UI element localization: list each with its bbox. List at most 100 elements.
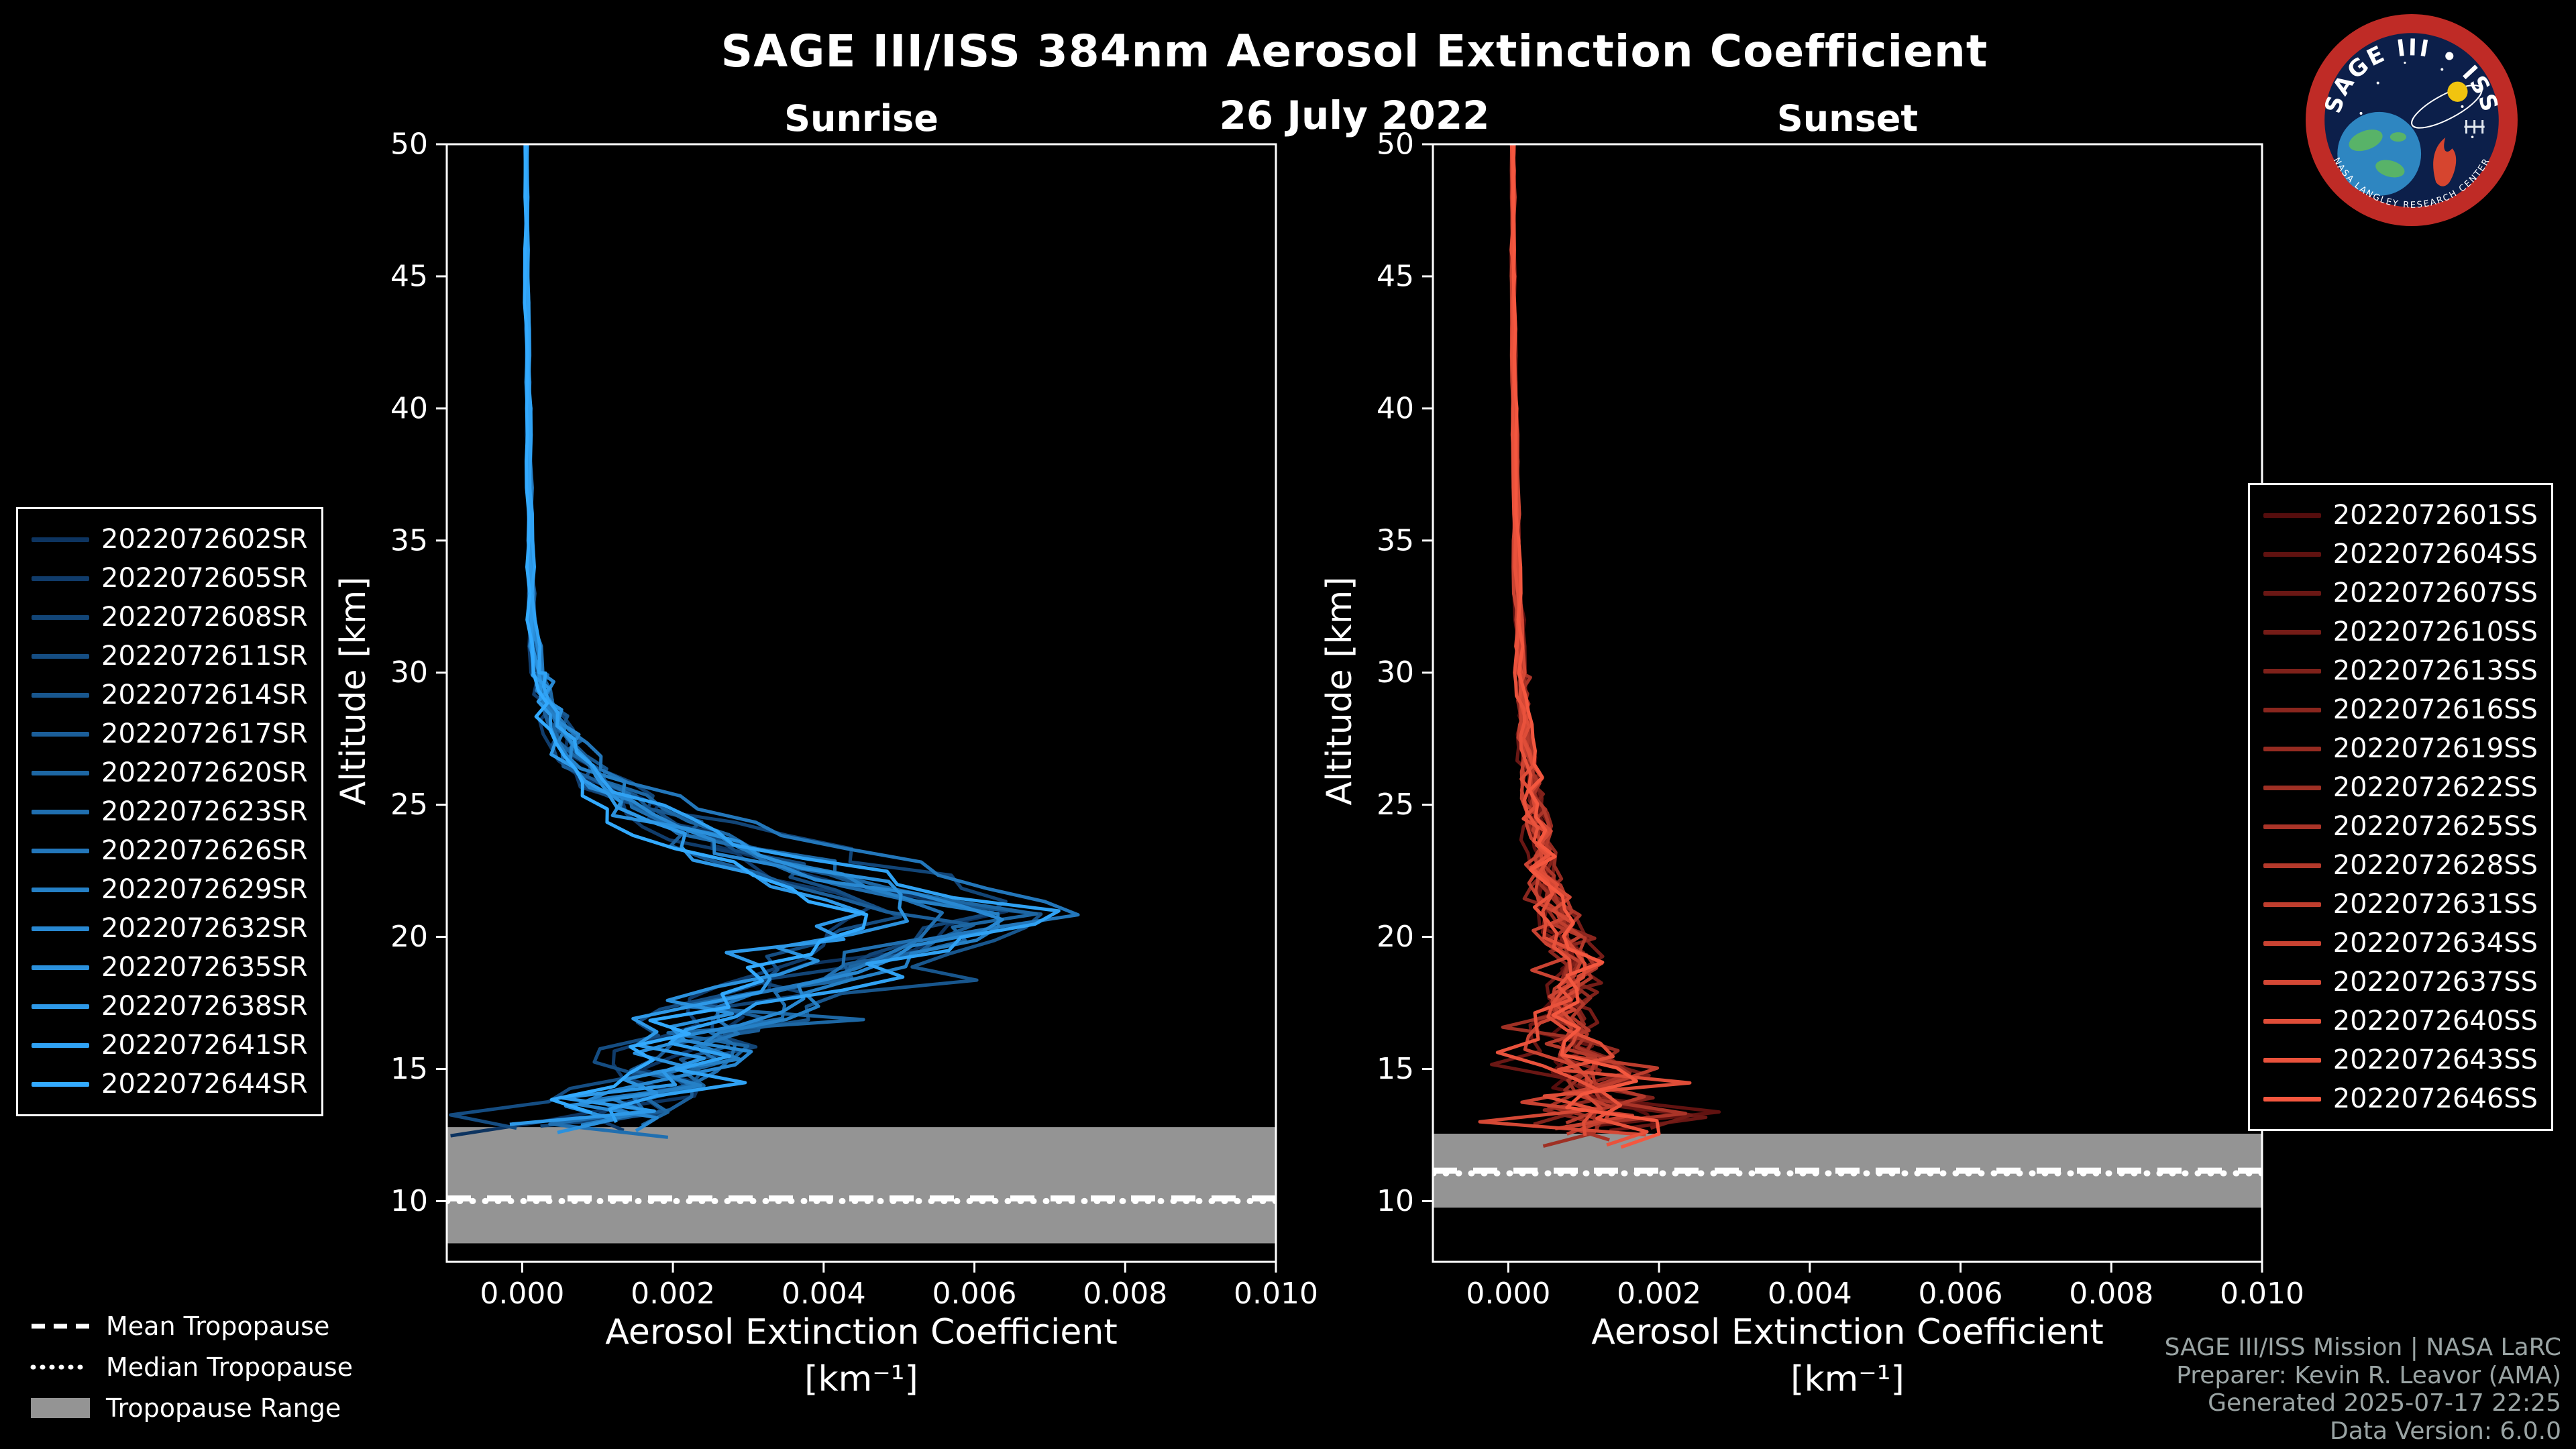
y-tick-label: 35: [390, 523, 428, 557]
legend-item: 2022072607SS: [2263, 574, 2538, 612]
legend-label: 2022072605SR: [101, 563, 308, 594]
legend-label: 2022072631SS: [2332, 889, 2538, 920]
tropopause-legend-mean: Mean Tropopause: [30, 1305, 353, 1346]
legend-label: 2022072622SS: [2332, 772, 2538, 803]
legend-item: 2022072641SR: [32, 1026, 308, 1065]
y-axis-label: Altitude [km]: [1320, 576, 1360, 805]
legend-item: 2022072637SS: [2263, 963, 2538, 1002]
legend-item: 2022072622SS: [2263, 768, 2538, 807]
tropopause-legend-median: Median Tropopause: [30, 1346, 353, 1387]
y-tick-label: 50: [1377, 127, 1414, 162]
legend-line-swatch: [32, 887, 89, 892]
logo-earth: [2337, 111, 2422, 196]
legend-label: 2022072640SS: [2332, 1006, 2538, 1036]
logo-figure: [2433, 138, 2457, 186]
legend-item: 2022072616SS: [2263, 690, 2538, 729]
credit-data-version: Data Version: 6.0.0: [2330, 1417, 2561, 1445]
legend-label: 2022072643SS: [2332, 1044, 2538, 1075]
x-tick-label: 0.000: [1466, 1277, 1550, 1311]
legend-line-swatch: [32, 1042, 89, 1048]
legend-item: 2022072608SR: [32, 598, 308, 637]
legend-line-swatch: [2263, 824, 2321, 829]
profile-line-2022072643SS: [1495, 144, 1649, 1147]
legend-label: 2022072611SR: [101, 641, 308, 672]
x-tick-label: 0.006: [1919, 1277, 2003, 1311]
legend-label: 2022072610SS: [2332, 616, 2538, 647]
y-tick-label: 45: [390, 259, 428, 293]
credit-generated: Generated 2025-07-17 22:25: [2208, 1389, 2561, 1417]
legend-line-swatch: [32, 653, 89, 659]
legend-line-swatch: [2263, 746, 2321, 751]
legend-line-swatch: [2263, 1018, 2321, 1024]
y-tick-label: 45: [1377, 259, 1414, 293]
x-tick-label: 0.004: [782, 1277, 866, 1311]
legend-label: 2022072607SS: [2332, 578, 2538, 608]
legend-line-swatch: [2263, 863, 2321, 868]
legend-item: 2022072602SR: [32, 520, 308, 559]
figure-title: SAGE III/ISS 384nm Aerosol Extinction Co…: [720, 25, 1988, 77]
panel-title-sunset: Sunset: [1777, 97, 1918, 140]
x-tick-label: 0.008: [2069, 1277, 2153, 1311]
legend-line-swatch: [32, 965, 89, 970]
legend-label: 2022072637SS: [2332, 967, 2538, 998]
y-tick-label: 35: [1377, 523, 1414, 557]
x-tick-label: 0.004: [1768, 1277, 1852, 1311]
x-axis-units: [km⁻¹]: [804, 1359, 918, 1399]
legend-line-swatch: [2263, 979, 2321, 985]
tropopause-range-label: Tropopause Range: [106, 1393, 341, 1423]
legend-label: 2022072634SS: [2332, 928, 2538, 959]
y-tick-label: 25: [1377, 788, 1414, 822]
y-tick-label: 50: [390, 127, 428, 162]
legend-line-swatch: [32, 537, 89, 542]
legend-item: 2022072623SR: [32, 792, 308, 831]
legend-line-swatch: [32, 614, 89, 620]
legend-item: 2022072635SR: [32, 948, 308, 987]
y-tick-label: 30: [390, 655, 428, 690]
legend-label: 2022072614SR: [101, 680, 308, 710]
logo-iss-icon: [2464, 120, 2485, 134]
y-tick-label: 30: [1377, 655, 1414, 690]
legend-item: 2022072619SS: [2263, 729, 2538, 768]
dotted-line-icon: [30, 1364, 91, 1369]
legend-item: 2022072628SS: [2263, 846, 2538, 885]
legend-label: 2022072646SS: [2332, 1083, 2538, 1114]
profile-line-2022072625SS: [1511, 144, 1688, 1142]
y-tick-label: 40: [390, 391, 428, 425]
legend-line-swatch: [32, 926, 89, 931]
legend-line-swatch: [32, 692, 89, 698]
profile-line-2022072646SS: [1511, 144, 1661, 1149]
legend-item: 2022072626SR: [32, 831, 308, 870]
legend-item: 2022072614SR: [32, 676, 308, 714]
legend-item: 2022072601SS: [2263, 496, 2538, 535]
legend-label: 2022072602SR: [101, 524, 308, 555]
legend-item: 2022072604SS: [2263, 535, 2538, 574]
legend-sunrise: 2022072602SR 2022072605SR 2022072608SR 2022…: [16, 507, 323, 1116]
logo-sun-orbit: [2411, 81, 2483, 129]
legend-item: 2022072638SR: [32, 987, 308, 1026]
profile-line-2022072640SS: [1510, 144, 1692, 1136]
legend-item: 2022072610SS: [2263, 612, 2538, 651]
legend-line-swatch: [2263, 668, 2321, 674]
legend-line-swatch: [32, 1081, 89, 1087]
legend-label: 2022072604SS: [2332, 539, 2538, 570]
legend-label: 2022072635SR: [101, 952, 308, 983]
profile-line-2022072601SS: [1510, 144, 1657, 1129]
legend-item: 2022072613SS: [2263, 651, 2538, 690]
legend-label: 2022072613SS: [2332, 655, 2538, 686]
legend-item: 2022072644SR: [32, 1065, 308, 1104]
legend-line-swatch: [2263, 785, 2321, 790]
gray-band-icon: [31, 1397, 90, 1418]
legend-line-swatch: [2263, 1096, 2321, 1102]
median-tropopause-label: Median Tropopause: [106, 1352, 353, 1382]
legend-line-swatch: [32, 731, 89, 737]
credit-preparer: Preparer: Kevin R. Leavor (AMA): [2176, 1361, 2561, 1389]
y-tick-label: 20: [390, 920, 428, 954]
legend-item: 2022072634SS: [2263, 924, 2538, 963]
legend-label: 2022072638SR: [101, 991, 308, 1022]
legend-line-swatch: [2263, 629, 2321, 635]
legend-label: 2022072619SS: [2332, 733, 2538, 764]
x-tick-label: 0.000: [480, 1277, 564, 1311]
legend-label: 2022072644SR: [101, 1069, 308, 1099]
legend-label: 2022072629SR: [101, 874, 308, 905]
legend-item: 2022072632SR: [32, 909, 308, 948]
